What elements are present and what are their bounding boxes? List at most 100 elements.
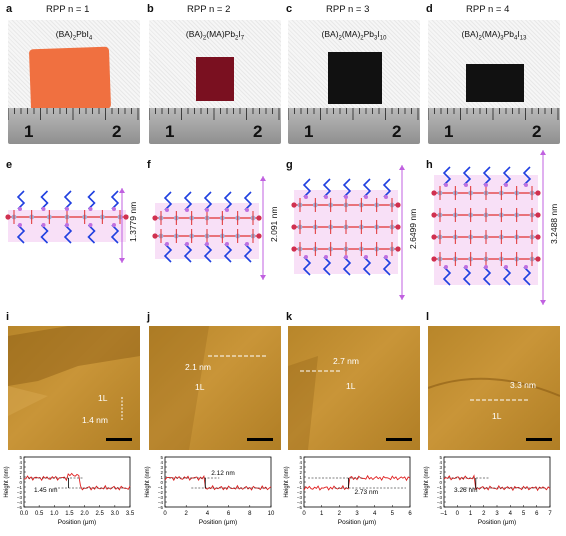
svg-text:5: 5 [391, 511, 395, 517]
svg-text:0: 0 [302, 511, 306, 517]
svg-text:2: 2 [338, 511, 342, 517]
svg-text:Height (nm): Height (nm) [145, 466, 151, 497]
svg-text:1.0: 1.0 [50, 511, 59, 517]
svg-text:–1: –1 [441, 511, 448, 517]
rpp-label-b: RPP n = 2 [187, 4, 231, 15]
svg-text:7: 7 [548, 511, 552, 517]
svg-text:–2: –2 [17, 490, 23, 495]
svg-text:5: 5 [522, 511, 526, 517]
svg-text:–1: –1 [158, 485, 164, 490]
svg-text:4: 4 [509, 511, 513, 517]
svg-text:0.5: 0.5 [35, 511, 44, 517]
panel-label-g: g [286, 159, 293, 171]
svg-text:2: 2 [439, 470, 442, 475]
svg-text:4: 4 [299, 460, 302, 465]
panel-label-c: c [286, 3, 293, 15]
svg-text:4: 4 [160, 460, 163, 465]
panel-label-a: a [6, 3, 13, 15]
svg-text:3.5: 3.5 [126, 511, 135, 517]
panel-label-j: j [147, 311, 151, 323]
svg-text:4: 4 [439, 460, 442, 465]
svg-text:3: 3 [19, 465, 22, 470]
crystal-a [28, 46, 112, 112]
svg-text:Position (μm): Position (μm) [199, 519, 237, 526]
panel-label-l: l [426, 311, 430, 323]
sample-photo-d: (BA)2(MA)3Pb4I13 1 2 [428, 20, 560, 144]
svg-text:–5: –5 [437, 505, 443, 510]
panel-label-h: h [426, 159, 433, 171]
svg-text:Position (μm): Position (μm) [478, 519, 516, 526]
panel-label-i: i [6, 311, 10, 323]
svg-text:–5: –5 [297, 505, 303, 510]
layer-label-j: 1L [195, 382, 205, 392]
svg-text:3: 3 [160, 465, 163, 470]
svg-text:–4: –4 [158, 500, 164, 505]
svg-text:4: 4 [19, 460, 22, 465]
svg-text:Height (nm): Height (nm) [424, 466, 430, 497]
profile-step-label-i: 1.45 nm [34, 487, 58, 494]
rpp-label-a: RPP n = 1 [46, 4, 90, 15]
step-label-k: 2.7 nm [333, 356, 359, 366]
svg-text:–4: –4 [297, 500, 303, 505]
svg-text:Height (nm): Height (nm) [284, 466, 290, 497]
ruler-number-1: 1 [24, 122, 34, 141]
svg-text:–1: –1 [297, 485, 303, 490]
svg-text:3: 3 [439, 465, 442, 470]
rpp-label-c: RPP n = 3 [326, 4, 370, 15]
svg-text:–2: –2 [297, 490, 303, 495]
svg-text:–2: –2 [437, 490, 443, 495]
svg-text:3: 3 [495, 511, 499, 517]
svg-text:–5: –5 [17, 505, 23, 510]
ruler-number-1: 1 [444, 122, 454, 141]
formula-c: (BA)2(MA)2Pb3I10 [321, 29, 387, 42]
panel-label-k: k [286, 311, 293, 323]
sample-photo-b: (BA)2(MA)Pb2I7 1 2 [149, 20, 281, 144]
svg-text:–5: –5 [158, 505, 164, 510]
svg-text:2: 2 [19, 470, 22, 475]
svg-text:–2: –2 [158, 490, 164, 495]
svg-text:0.0: 0.0 [20, 511, 29, 517]
crystal-structure-h [431, 150, 546, 305]
thickness-label-h: 3.2488 nm [549, 204, 559, 245]
crystal-structure-f [152, 176, 266, 280]
rpp-label-d: RPP n = 4 [466, 4, 510, 15]
sample-photo-c: (BA)2(MA)2Pb3I10 1 2 [288, 20, 420, 144]
svg-text:–3: –3 [297, 495, 303, 500]
formula-b: (BA)2(MA)Pb2I7 [185, 29, 245, 42]
svg-text:2.0: 2.0 [80, 511, 89, 517]
svg-text:0: 0 [456, 511, 460, 517]
svg-text:1: 1 [160, 475, 163, 480]
ruler-number-1: 1 [304, 122, 314, 141]
svg-text:5: 5 [160, 455, 163, 460]
svg-text:6: 6 [535, 511, 539, 517]
svg-text:3: 3 [355, 511, 359, 517]
svg-text:Position (μm): Position (μm) [58, 519, 96, 526]
svg-text:2: 2 [185, 511, 189, 517]
panel-label-d: d [426, 3, 433, 15]
profile-step-label-j: 2.12 nm [211, 470, 235, 477]
svg-text:1: 1 [19, 475, 22, 480]
svg-text:2: 2 [160, 470, 163, 475]
panel-label-b: b [147, 3, 154, 15]
svg-text:1: 1 [469, 511, 473, 517]
svg-text:Position (μm): Position (μm) [338, 519, 376, 526]
sample-photo-a: (BA)2PbI4 1 2 [8, 20, 140, 144]
svg-text:0: 0 [160, 480, 163, 485]
layer-label-i: 1L [98, 393, 108, 403]
svg-text:2: 2 [299, 470, 302, 475]
crystal-structure-e [5, 188, 129, 263]
svg-text:–1: –1 [17, 485, 23, 490]
svg-text:8: 8 [248, 511, 252, 517]
svg-text:2.5: 2.5 [96, 511, 105, 517]
svg-text:10: 10 [268, 511, 275, 517]
ruler-number-1: 1 [165, 122, 175, 141]
layer-label-k: 1L [346, 381, 356, 391]
profile-step-label-l: 3.26 nm [454, 487, 478, 494]
step-label-j: 2.1 nm [185, 362, 211, 372]
svg-text:5: 5 [19, 455, 22, 460]
